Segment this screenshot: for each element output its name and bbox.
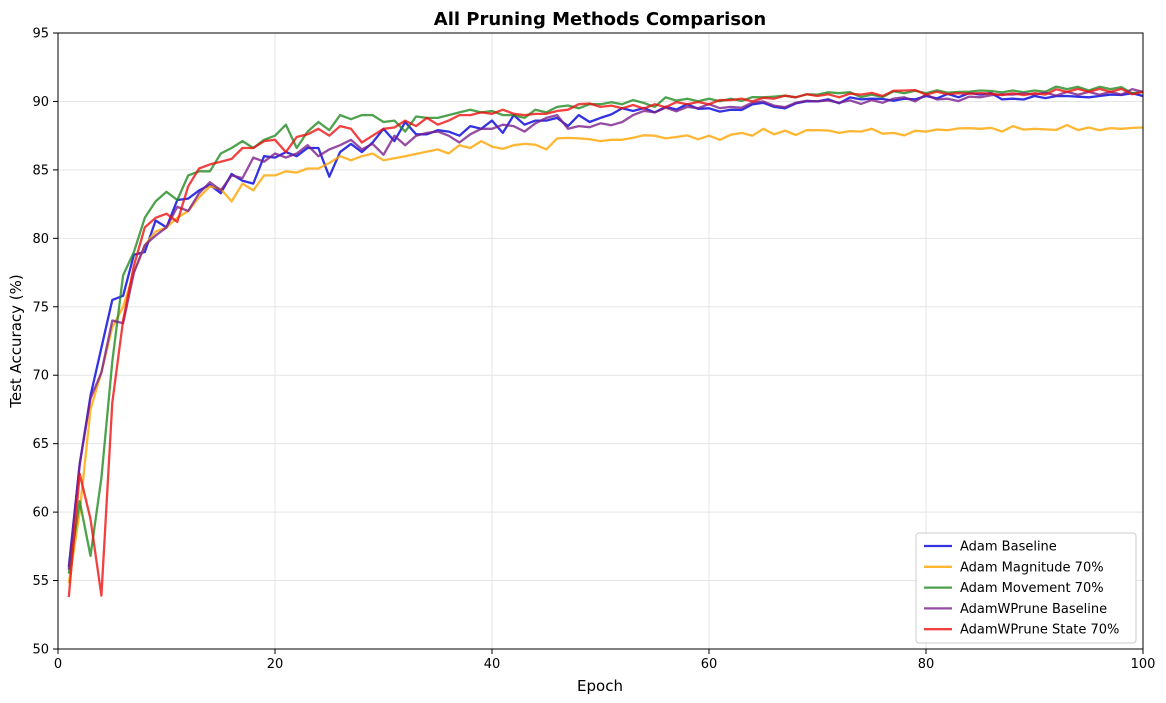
series-line-2 <box>67 85 1144 574</box>
y-tick-label: 70 <box>32 369 49 384</box>
series-lines <box>67 85 1144 598</box>
x-tick-label: 40 <box>484 657 501 672</box>
y-tick-label: 65 <box>32 437 49 452</box>
axis-ticks: 0 20 40 60 80 100 50 55 60 65 70 75 80 85 90 95 <box>32 27 1155 673</box>
series-line-0 <box>67 91 1144 568</box>
y-tick-label: 50 <box>32 643 49 658</box>
legend-label: AdamWPrune Baseline <box>960 602 1107 617</box>
x-tick-label: 80 <box>918 657 935 672</box>
plot-frame <box>57 32 1144 650</box>
x-tick-label: 0 <box>54 657 62 672</box>
y-tick-label: 95 <box>32 27 49 42</box>
chart-title: All Pruning Methods Comparison <box>434 9 766 30</box>
series-line-4 <box>67 87 1144 598</box>
legend-label: Adam Baseline <box>960 540 1057 555</box>
grid <box>57 32 1144 650</box>
legend-label: AdamWPrune State 70% <box>960 623 1119 638</box>
y-tick-label: 80 <box>32 232 49 247</box>
legend-label: Adam Magnitude 70% <box>960 560 1104 575</box>
legend-label: Adam Movement 70% <box>960 581 1104 596</box>
legend: Adam Baseline Adam Magnitude 70% Adam Move… <box>915 532 1137 644</box>
y-axis-label: Test Accuracy (%) <box>7 274 25 409</box>
y-tick-label: 85 <box>32 163 49 178</box>
y-tick-label: 75 <box>32 300 49 315</box>
x-tick-label: 60 <box>701 657 718 672</box>
y-tick-label: 60 <box>32 506 49 521</box>
series-line-3 <box>67 87 1144 570</box>
x-axis-label: Epoch <box>577 677 623 695</box>
legend-box <box>915 532 1137 644</box>
y-tick-label: 90 <box>32 95 49 110</box>
x-tick-label: 20 <box>267 657 284 672</box>
x-tick-label: 100 <box>1131 657 1156 672</box>
y-tick-label: 55 <box>32 574 49 589</box>
series-line-1 <box>67 123 1144 584</box>
